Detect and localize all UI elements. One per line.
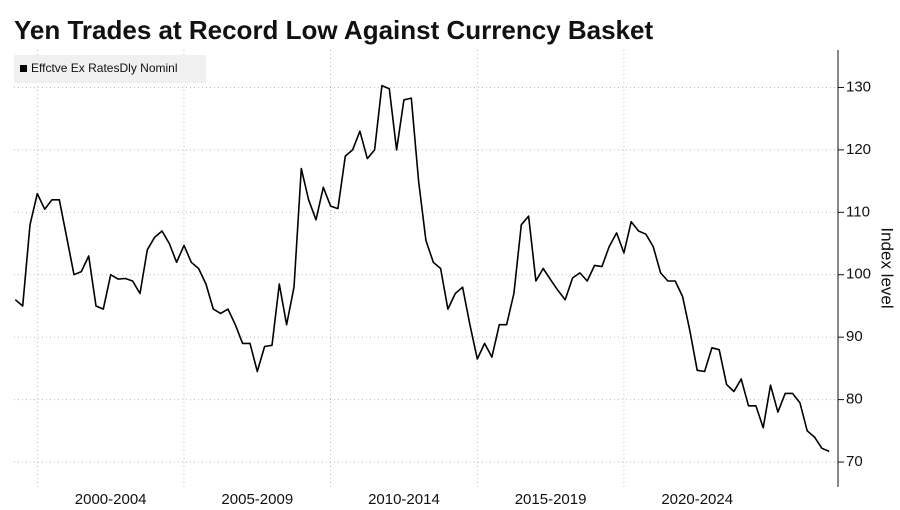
y-tick-label: 80 [846, 391, 863, 408]
y-tick-label: 110 [846, 203, 870, 220]
data-line [14, 84, 830, 453]
legend: Effctve Ex RatesDly Nominl [14, 55, 206, 83]
y-tick-label: 70 [846, 453, 863, 470]
x-tick-label: 2020-2024 [661, 491, 733, 508]
y-tick-label: 130 [846, 78, 871, 95]
x-tick-label: 2000-2004 [75, 491, 147, 508]
y-tick-label: 90 [846, 328, 863, 345]
x-tick-label: 2015-2019 [515, 491, 587, 508]
x-tick-label: 2005-2009 [221, 491, 293, 508]
y-axis-label: Index level [878, 227, 897, 308]
y-tick-label: 120 [846, 141, 871, 158]
legend-label: Effctve Ex RatesDly Nominl [31, 61, 178, 75]
chart-title: Yen Trades at Record Low Against Currenc… [14, 15, 653, 45]
x-tick-label: 2010-2014 [368, 491, 440, 508]
y-tick-label: 100 [846, 266, 871, 283]
legend-box [14, 55, 206, 83]
legend-swatch [20, 65, 27, 72]
